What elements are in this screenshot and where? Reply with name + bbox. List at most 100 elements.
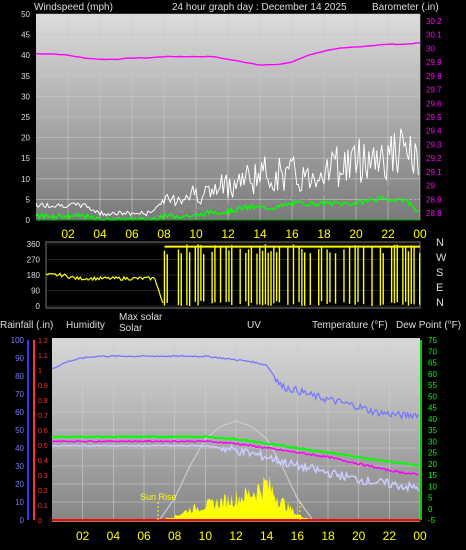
barometer-tick-label: 30.1 [426,31,442,40]
wind-tick-label: 35 [21,72,30,81]
temperature-tick-label: 20 [428,460,437,469]
wind-x-tick: 18 [317,227,331,241]
temperature-tick-label: 35 [428,426,437,435]
wind-x-tick: 10 [189,227,203,241]
humidity-tick-label: 0 [20,516,25,525]
max-solar-curve [158,420,314,521]
barometer-line [36,42,420,66]
rainfall-axis-title: Rainfall (.in) [0,320,53,331]
humidity-y-axis: 0 10 20 30 40 50 60 70 80 90 100 [11,336,25,525]
sunrise-label: Sun Rise [140,492,177,502]
direction-tick-label: 0 [36,302,41,311]
temp-x-tick: 14 [260,529,274,543]
temperature-y-axis: -5 0 5 10 15 20 25 30 35 40 45 50 55 60 65 70 75 [420,336,437,525]
rainfall-tick-label: 1 [38,368,42,375]
temp-x-tick: 16 [291,529,305,543]
barometer-tick-label: 28.8 [426,209,442,218]
rainfall-tick-label: 1.2 [38,338,48,345]
rainfall-tick-label: 0.9 [38,383,48,390]
temp-x-tick: 00 [413,529,427,543]
max-solar-label: Max solar [119,312,163,323]
rainfall-tick-label: 1.1 [38,353,48,360]
temp-x-tick: 04 [107,529,121,543]
wind-tick-label: 40 [21,51,30,60]
temperature-line [51,439,419,476]
wind-tick-label: 25 [21,113,30,122]
wind-tick-label: 50 [21,10,30,19]
wind-x-tick: 14 [253,227,267,241]
rainfall-tick-label: 0 [38,518,42,525]
wind-direction-bars [163,244,421,306]
barometer-tick-label: 29.7 [426,86,442,95]
temp-x-tick: 18 [321,529,335,543]
temperature-tick-label: 10 [428,482,437,491]
temperature-tick-label: 30 [428,437,437,446]
temp-x-tick: 22 [383,529,397,543]
humidity-tick-label: 60 [15,408,24,417]
wind-tick-label: 15 [21,154,30,163]
barometer-tick-label: 29.4 [426,127,442,136]
barometer-tick-label: 29.6 [426,99,442,108]
temp-x-tick: 12 [229,529,243,543]
rainfall-tick-label: 0.7 [38,413,48,420]
direction-tick-label: 180 [27,271,41,280]
wind-direction-line [45,272,164,304]
temperature-tick-label: 65 [428,359,437,368]
barometer-axis-title: Barometer (.in) [372,2,439,13]
temp-x-axis: 02 04 06 08 10 12 14 16 18 20 22 00 [76,529,427,543]
top-header: Windspeed (mph) 24 hour graph day : Dece… [34,2,439,13]
temperature-tick-label: 50 [428,392,437,401]
direction-tick-label: 360 [27,240,41,249]
compass-letter: E [436,282,443,294]
dewpoint-axis-title: Dew Point (°F) [396,320,461,331]
temperature-tick-label: 0 [428,505,433,514]
rainfall-tick-label: 0.6 [38,428,48,435]
barometer-tick-label: 28.9 [426,195,442,204]
graph-title: 24 hour graph day : December 14 2025 [172,2,347,13]
humidity-line [51,354,420,421]
temp-humidity-panel: 0 0.1 0.2 0.3 0.4 0.5 0.6 0.7 0.8 0.9 1 1.1 1.2 0 10 2… [11,336,438,543]
barometer-tick-label: 29.5 [426,113,442,122]
compass-letter: N [436,297,444,309]
barometer-tick-label: 29.9 [426,58,442,67]
windspeed-axis-title: Windspeed (mph) [34,2,113,13]
temperature-tick-label: 45 [428,404,437,413]
temperature-tick-label: 40 [428,415,437,424]
solar-radiation-area [159,475,313,520]
wind-x-tick: 16 [285,227,299,241]
humidity-tick-label: 30 [15,462,24,471]
humidity-tick-label: 70 [15,390,24,399]
wind-tick-label: 10 [21,175,30,184]
rainfall-tick-label: 0.8 [38,398,48,405]
temp-x-tick: 10 [199,529,213,543]
temperature-tick-label: 55 [428,381,437,390]
wind-x-tick: 00 [413,227,427,241]
compass-letter: W [436,252,447,264]
rainfall-tick-label: 0.1 [38,503,48,510]
wind-x-axis: 02 04 06 08 10 12 14 16 18 20 22 00 [61,227,427,241]
rainfall-tick-label: 0.2 [38,488,48,495]
rainfall-tick-label: 0.3 [38,473,48,480]
wind-tick-label: 20 [21,134,30,143]
direction-tick-label: 270 [27,256,41,265]
wind-x-tick: 12 [221,227,235,241]
barometer-tick-label: 29 [426,182,435,191]
rainfall-tick-label: 0.4 [38,458,48,465]
dew-point-line [51,444,420,493]
humidity-tick-label: 100 [11,336,25,345]
temperature-tick-label: 70 [428,347,437,356]
rainfall-y-axis: 0 0.1 0.2 0.3 0.4 0.5 0.6 0.7 0.8 0.9 1 1.1 1.2 [27,338,48,525]
humidity-tick-label: 50 [15,426,24,435]
barometer-tick-label: 29.1 [426,168,442,177]
temp-x-tick: 06 [137,529,151,543]
direction-y-axis: 0 90 180 270 360 [27,240,41,311]
humidity-tick-label: 20 [15,480,24,489]
humidity-axis-title: Humidity [66,320,105,331]
temperature-tick-label: 75 [428,336,437,345]
temperature-tick-label: 25 [428,449,437,458]
compass-letter: S [436,267,443,279]
direction-tick-label: 90 [31,287,40,296]
wind-tick-label: 0 [26,216,31,225]
